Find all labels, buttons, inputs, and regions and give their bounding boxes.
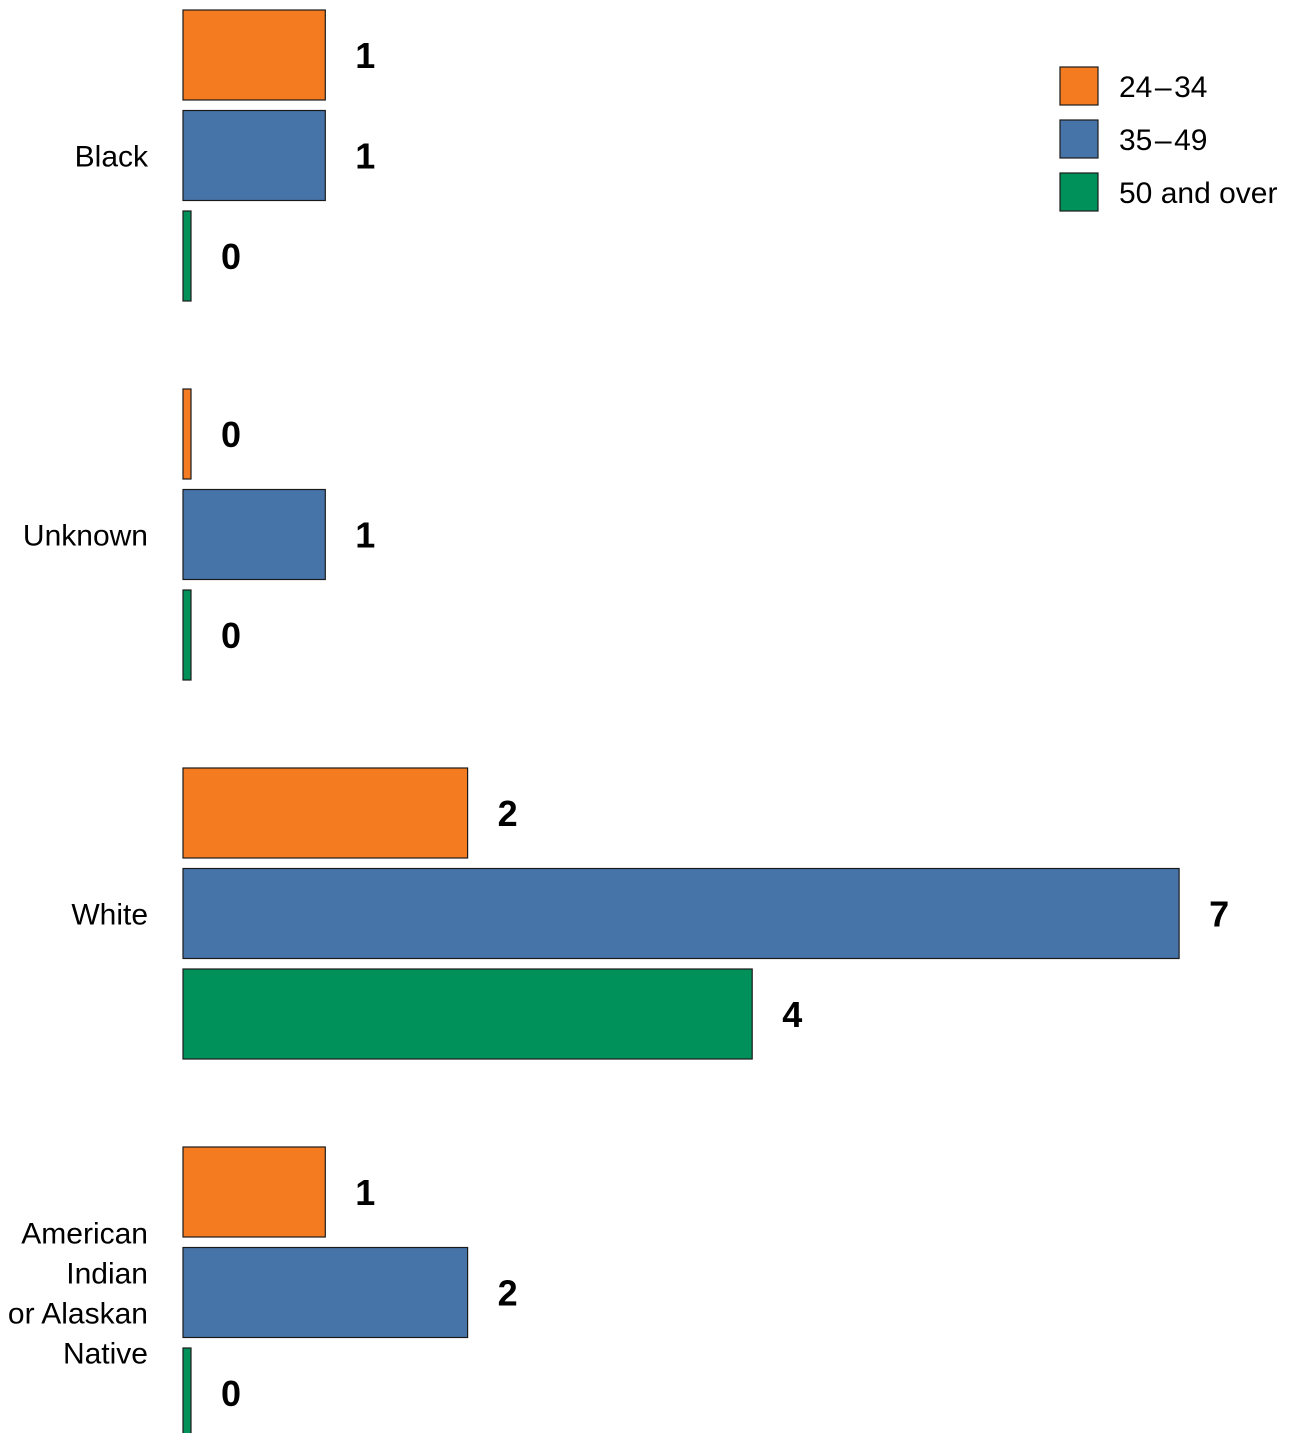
value-label-unknown-series-1: 0 — [221, 414, 241, 455]
legend-swatch-3 — [1059, 172, 1099, 212]
bar-unknown-series-1 — [182, 388, 192, 480]
value-label-american-indian-or-alaskan-native-series-1: 1 — [355, 1172, 375, 1213]
value-label-black-series-2: 1 — [355, 136, 375, 177]
value-label-black-series-3: 0 — [221, 236, 241, 277]
bar-american-indian-or-alaskan-native-series-1 — [182, 1146, 326, 1238]
category-label-white: White — [71, 899, 148, 932]
legend: 24 – 34 35 – 49 50 and over — [1059, 66, 1277, 212]
legend-label-1: 24 – 34 — [1119, 71, 1207, 104]
value-label-white-series-3: 4 — [782, 994, 802, 1035]
category-label-unknown: Unknown — [23, 520, 148, 553]
legend-swatch-1 — [1059, 66, 1099, 106]
bar-white-series-3 — [182, 968, 753, 1060]
bar-white-series-2 — [182, 867, 1180, 960]
value-label-unknown-series-2: 1 — [355, 515, 375, 556]
legend-label-2: 35 – 49 — [1119, 124, 1207, 157]
bar-black-series-3 — [182, 210, 192, 302]
category-label-black: Black — [75, 141, 149, 174]
bar-unknown-series-3 — [182, 589, 192, 681]
category-label-american-indian-or-alaskan-native: American Indian or Alaskan Native — [8, 1218, 148, 1371]
bar-black-series-2 — [182, 109, 326, 202]
value-label-american-indian-or-alaskan-native-series-2: 2 — [498, 1273, 518, 1314]
legend-label-3: 50 and over — [1119, 177, 1277, 210]
bar-white-series-1 — [182, 767, 469, 859]
bar-black-series-1 — [182, 9, 326, 101]
value-label-unknown-series-3: 0 — [221, 615, 241, 656]
labels-layer: 1 1 0 Black 0 1 0 Unknown 2 7 4 White 1 2 0 American Ind… — [8, 35, 1229, 1414]
value-label-american-indian-or-alaskan-native-series-3: 0 — [221, 1373, 241, 1414]
value-label-white-series-1: 2 — [498, 793, 518, 834]
bar-unknown-series-2 — [182, 488, 326, 581]
bars-layer — [182, 9, 1180, 1438]
bar-american-indian-or-alaskan-native-series-2 — [182, 1246, 469, 1339]
legend-swatch-2 — [1059, 119, 1099, 159]
value-label-black-series-1: 1 — [355, 35, 375, 76]
bar-american-indian-or-alaskan-native-series-3 — [182, 1347, 192, 1438]
value-label-white-series-2: 7 — [1209, 894, 1229, 935]
